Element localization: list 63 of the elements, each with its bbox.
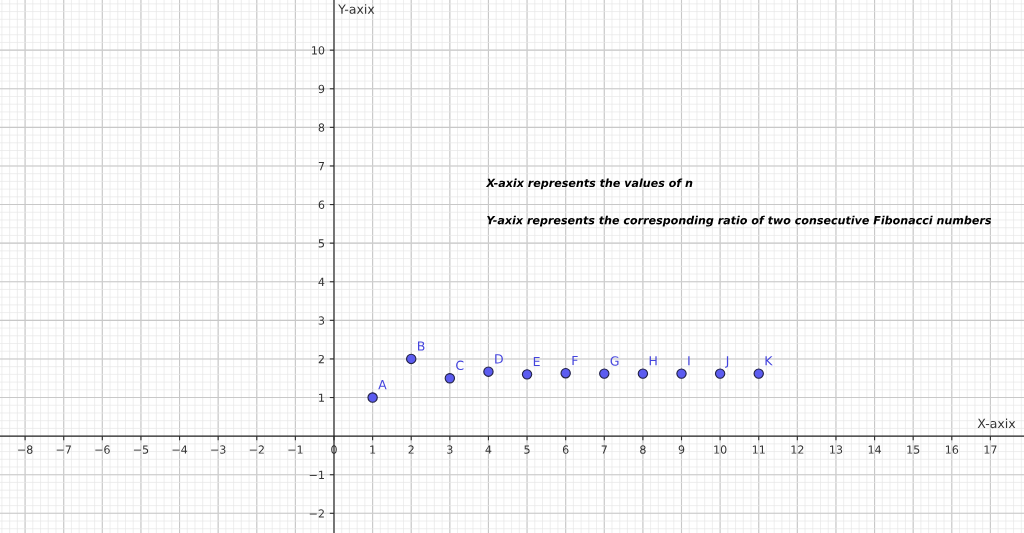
y-tick-label: 8 bbox=[318, 123, 325, 132]
annotation: H bbox=[649, 356, 657, 366]
x-tick-label: 14 bbox=[868, 445, 882, 454]
x-tick-label: −4 bbox=[172, 445, 188, 454]
x-tick-label: 11 bbox=[752, 445, 765, 454]
x-tick-label: 12 bbox=[791, 445, 804, 454]
annotation: I bbox=[688, 356, 690, 366]
annotation: F bbox=[572, 355, 578, 366]
x-tick-label: −8 bbox=[18, 445, 33, 454]
point bbox=[483, 366, 494, 377]
x-tick-label: 8 bbox=[640, 445, 646, 454]
point bbox=[714, 368, 726, 379]
x-tick-label: 9 bbox=[678, 445, 685, 454]
annotation: J bbox=[725, 356, 729, 368]
point bbox=[367, 392, 378, 403]
y-tick-label: 7 bbox=[318, 162, 325, 171]
y-tick-label: 5 bbox=[318, 239, 324, 248]
y-tick-label: 2 bbox=[318, 354, 324, 364]
annotation: D bbox=[495, 354, 503, 364]
point bbox=[753, 368, 764, 379]
x-tick-label: 13 bbox=[830, 445, 843, 454]
x-tick-label: 3 bbox=[447, 445, 453, 454]
x-tick-label: 2 bbox=[408, 445, 414, 454]
x-tick-label: 10 bbox=[714, 445, 727, 454]
annotation: C bbox=[456, 360, 464, 371]
x-tick-label: −5 bbox=[133, 445, 149, 454]
x-axis-title: X-axix bbox=[977, 418, 1016, 429]
annotation: A bbox=[378, 380, 387, 390]
annotation: E bbox=[533, 356, 540, 367]
y-tick-label: −2 bbox=[309, 509, 324, 518]
point bbox=[406, 353, 417, 365]
annotation: Y-axix represents the corresponding ratio of two consecutive Fibonacci numbers bbox=[487, 215, 992, 227]
x-tick-label: −3 bbox=[211, 445, 226, 454]
x-tick-label: 1 bbox=[370, 445, 376, 454]
y-tick-label: 3 bbox=[318, 316, 325, 325]
point bbox=[637, 368, 649, 379]
x-tick-label: −2 bbox=[249, 445, 264, 454]
x-tick-label: 16 bbox=[945, 445, 959, 454]
x-tick-label: 4 bbox=[485, 445, 492, 454]
y-tick-label: 9 bbox=[318, 84, 325, 94]
point bbox=[521, 369, 533, 380]
annotation: X-axix represents the values of n bbox=[485, 178, 693, 190]
y-tick-label: −1 bbox=[309, 470, 324, 479]
x-tick-label: 5 bbox=[524, 445, 530, 454]
point bbox=[599, 368, 610, 379]
x-tick-label: 17 bbox=[984, 445, 997, 454]
y-tick-label: 4 bbox=[318, 277, 325, 286]
y-axis-title: Y-axix bbox=[338, 4, 375, 14]
x-tick-label: −1 bbox=[288, 445, 303, 454]
x-tick-label: −7 bbox=[56, 445, 71, 454]
point bbox=[676, 368, 687, 379]
x-tick-label: −6 bbox=[95, 445, 110, 454]
annotation: G bbox=[610, 356, 619, 366]
y-tick-label: 6 bbox=[318, 200, 325, 209]
annotation: K bbox=[765, 356, 773, 366]
x-tick-label: 6 bbox=[562, 445, 569, 454]
annotation: B bbox=[418, 341, 425, 351]
point bbox=[444, 373, 456, 384]
x-tick-label: 7 bbox=[601, 445, 607, 454]
point bbox=[560, 368, 571, 379]
x-tick-label: 15 bbox=[907, 445, 920, 454]
y-tick-label: 10 bbox=[312, 46, 325, 55]
y-tick-label: 1 bbox=[319, 393, 324, 402]
